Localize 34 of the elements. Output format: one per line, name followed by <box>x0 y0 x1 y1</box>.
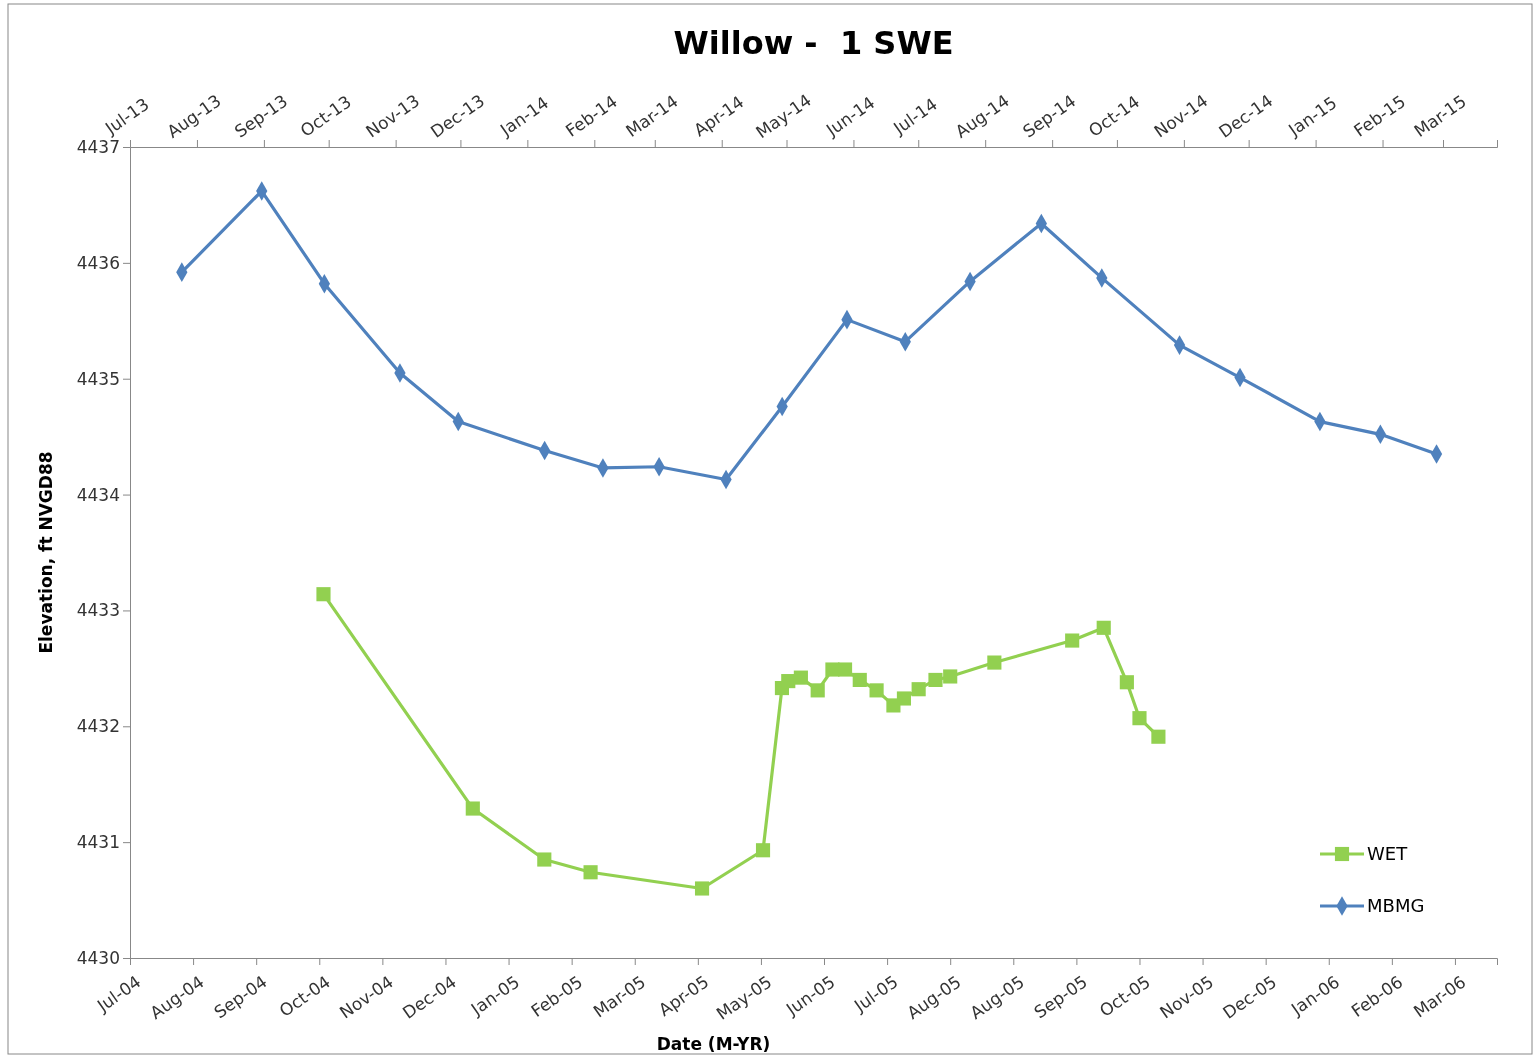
point <box>852 672 867 688</box>
point <box>1132 711 1147 726</box>
point <box>781 674 796 689</box>
point <box>1151 729 1166 744</box>
point <box>987 655 1002 670</box>
y-tick-label: 4430 <box>76 947 120 968</box>
point <box>928 672 943 688</box>
point <box>1065 633 1080 648</box>
point <box>537 852 552 867</box>
y-axis-title: Elevation, ft NVGD88 <box>36 451 56 654</box>
point <box>810 683 825 698</box>
legend-label: MBMG <box>1367 895 1425 916</box>
point <box>896 691 911 706</box>
x-axis-title: Date (M-YR) <box>656 1034 771 1054</box>
y-tick-label: 4432 <box>76 716 120 737</box>
point <box>694 881 710 896</box>
y-tick-label: 4436 <box>76 252 120 273</box>
y-tick-label: 4434 <box>76 484 120 505</box>
y-tick-label: 4435 <box>76 368 120 389</box>
point <box>837 662 853 677</box>
legend-label: WET <box>1367 843 1409 864</box>
y-tick-label: 4431 <box>76 832 120 853</box>
chart-title: Willow - 1 SWE <box>673 24 954 62</box>
point <box>583 865 598 880</box>
point <box>465 801 480 816</box>
point <box>943 669 958 684</box>
y-tick-label: 4433 <box>76 600 120 621</box>
point <box>755 843 771 858</box>
point <box>316 587 331 602</box>
point <box>911 682 926 697</box>
point <box>1096 620 1111 635</box>
point <box>869 683 884 698</box>
point <box>1119 675 1134 690</box>
point <box>793 670 808 685</box>
